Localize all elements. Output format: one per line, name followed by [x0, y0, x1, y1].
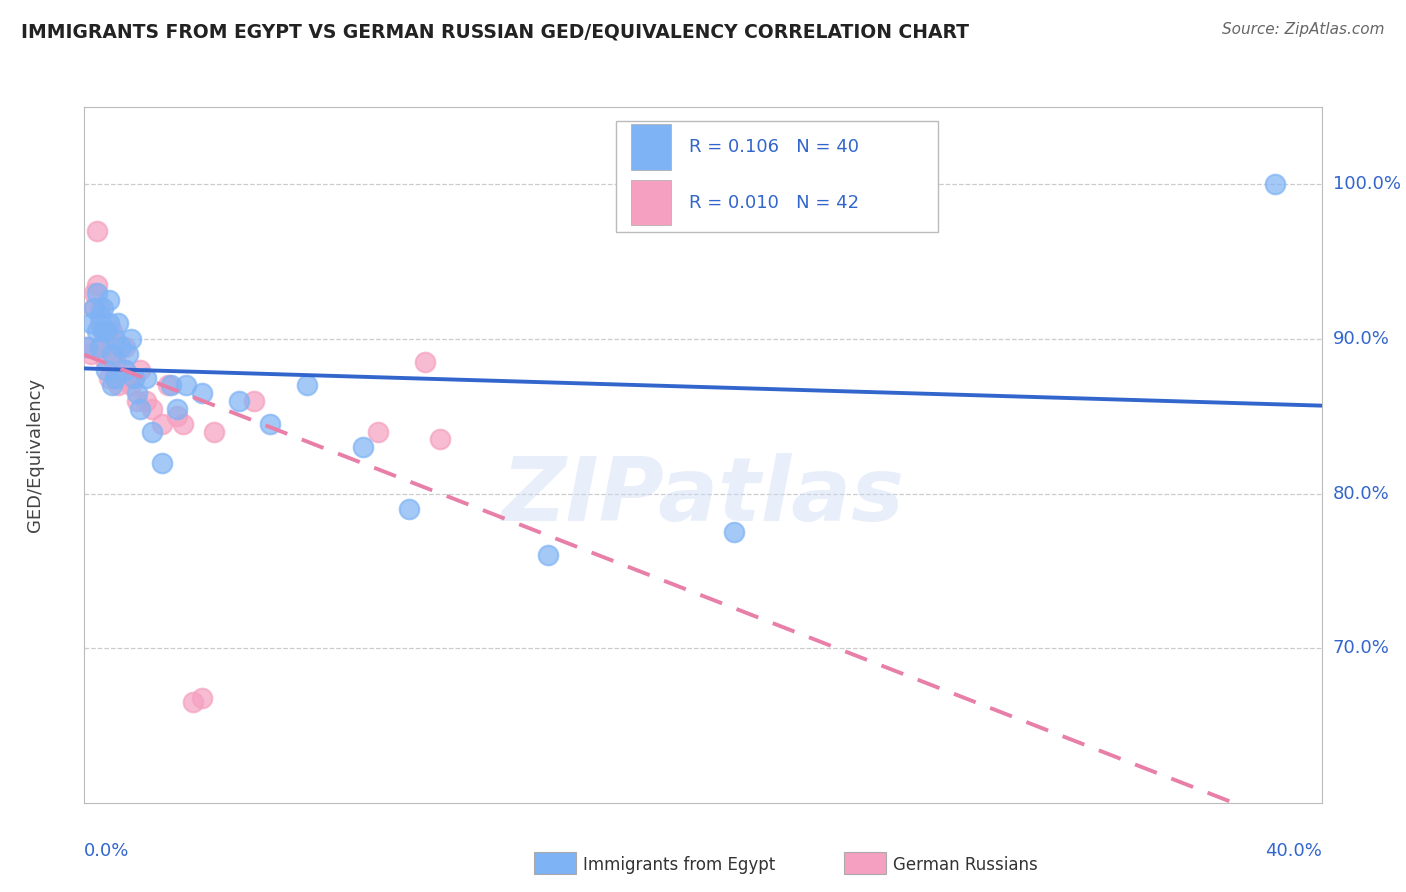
FancyBboxPatch shape [631, 180, 671, 226]
Point [89, 301, 111, 315]
Point [259, 417, 281, 431]
FancyBboxPatch shape [631, 125, 671, 169]
Point [181, 695, 204, 709]
Point [86, 324, 108, 338]
Point [104, 332, 127, 346]
Point [120, 332, 142, 346]
Text: ZIPatlas: ZIPatlas [502, 453, 904, 541]
Point [107, 378, 129, 392]
Point [122, 370, 145, 384]
Point [243, 393, 266, 408]
Point [86, 277, 108, 292]
Point [94, 355, 117, 369]
Point [83, 301, 105, 315]
Point [83, 285, 105, 300]
Text: 80.0%: 80.0% [1333, 484, 1389, 502]
Point [83, 301, 105, 315]
Point [110, 370, 132, 384]
Point [91, 301, 114, 315]
Text: Source: ZipAtlas.com: Source: ZipAtlas.com [1222, 22, 1385, 37]
Point [94, 324, 117, 338]
Point [191, 690, 214, 705]
Point [202, 425, 225, 439]
Point [101, 347, 124, 361]
Point [89, 340, 111, 354]
Text: IMMIGRANTS FROM EGYPT VS GERMAN RUSSIAN GED/EQUIVALENCY CORRELATION CHART: IMMIGRANTS FROM EGYPT VS GERMAN RUSSIAN … [21, 22, 969, 41]
Point [166, 401, 188, 416]
Point [150, 456, 173, 470]
Point [141, 401, 163, 416]
Point [89, 340, 111, 354]
Point [91, 324, 114, 338]
Point [104, 370, 127, 384]
Point [723, 525, 745, 540]
Point [122, 370, 145, 384]
Point [107, 317, 129, 331]
Point [429, 433, 451, 447]
Point [104, 370, 127, 384]
Point [135, 370, 157, 384]
Point [98, 332, 121, 346]
Point [98, 293, 121, 308]
Point [125, 393, 148, 408]
Point [398, 502, 420, 516]
Point [110, 340, 132, 354]
Text: 100.0%: 100.0% [1333, 176, 1400, 194]
Point [117, 347, 139, 361]
FancyBboxPatch shape [616, 121, 938, 232]
Text: GED/Equivalency: GED/Equivalency [25, 378, 44, 532]
Point [160, 378, 183, 392]
Point [191, 386, 214, 401]
Text: 0.0%: 0.0% [84, 842, 129, 860]
Point [129, 401, 152, 416]
Point [94, 324, 117, 338]
Point [156, 378, 179, 392]
Point [114, 363, 136, 377]
Point [537, 549, 560, 563]
Point [1264, 178, 1286, 192]
Text: Immigrants from Egypt: Immigrants from Egypt [583, 856, 776, 874]
Point [114, 340, 136, 354]
Point [101, 378, 124, 392]
Point [166, 409, 188, 424]
Point [86, 224, 108, 238]
Text: 40.0%: 40.0% [1265, 842, 1322, 860]
Point [86, 285, 108, 300]
Point [91, 324, 114, 338]
Point [98, 317, 121, 331]
Point [129, 363, 152, 377]
Point [295, 378, 318, 392]
Text: 70.0%: 70.0% [1333, 640, 1389, 657]
Point [135, 393, 157, 408]
Point [104, 355, 127, 369]
Point [101, 324, 124, 338]
Text: German Russians: German Russians [893, 856, 1038, 874]
Point [76, 340, 98, 354]
Point [172, 417, 194, 431]
Point [141, 425, 163, 439]
Point [120, 378, 142, 392]
Point [79, 347, 101, 361]
Point [367, 425, 389, 439]
Point [98, 370, 121, 384]
Point [89, 309, 111, 323]
Point [104, 347, 127, 361]
Point [176, 378, 198, 392]
Point [76, 340, 98, 354]
Point [413, 355, 436, 369]
Text: R = 0.010   N = 42: R = 0.010 N = 42 [689, 194, 859, 211]
Point [79, 317, 101, 331]
Point [91, 340, 114, 354]
Text: R = 0.106   N = 40: R = 0.106 N = 40 [689, 138, 859, 156]
Point [150, 417, 173, 431]
Point [228, 393, 250, 408]
Point [89, 317, 111, 331]
Point [114, 363, 136, 377]
Point [352, 440, 374, 454]
Point [98, 347, 121, 361]
Text: 90.0%: 90.0% [1333, 330, 1389, 348]
Point [125, 386, 148, 401]
Point [94, 363, 117, 377]
Point [117, 370, 139, 384]
